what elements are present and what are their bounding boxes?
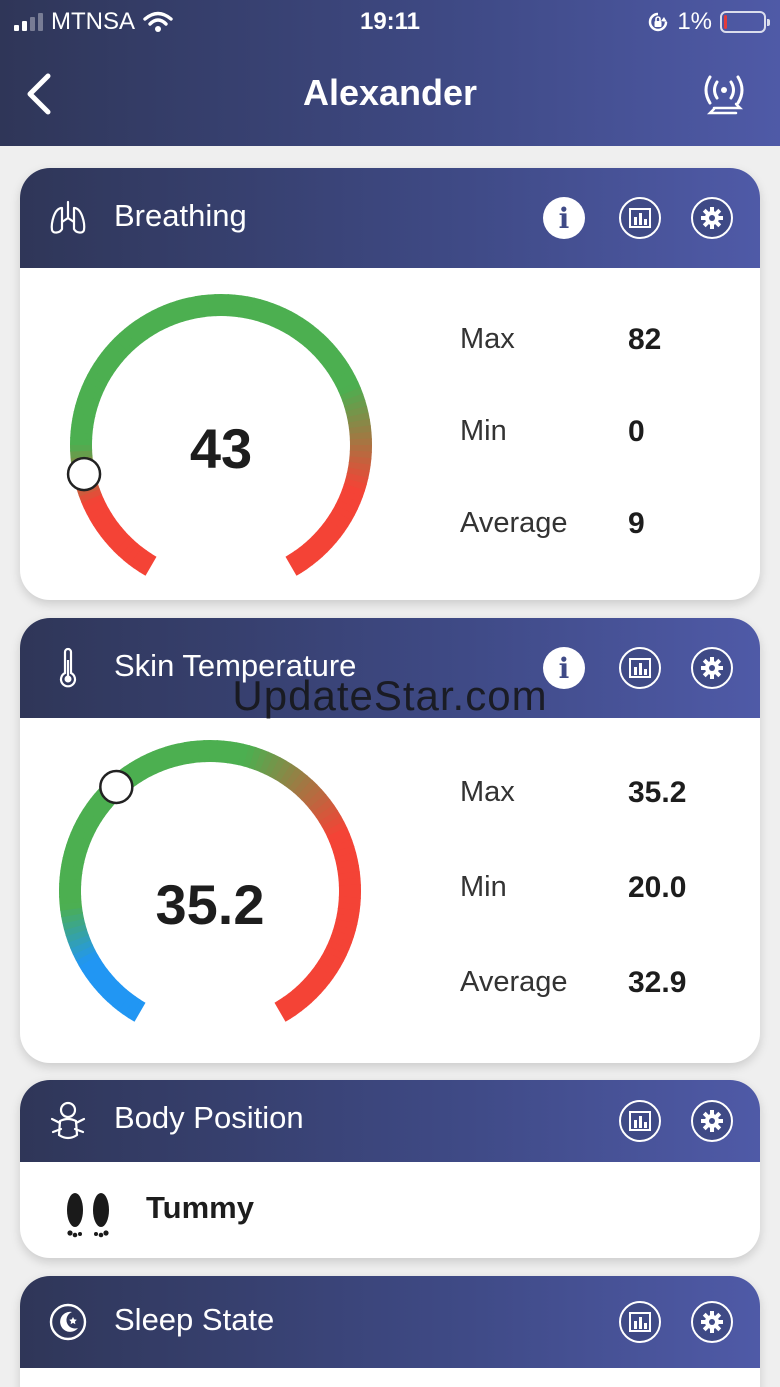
info-icon: i <box>558 201 570 235</box>
settings-button[interactable] <box>691 1100 733 1142</box>
settings-button[interactable] <box>691 1301 733 1343</box>
battery-percent: 1% <box>677 8 712 35</box>
sleep-state-title: Sleep State <box>114 1302 275 1337</box>
chart-button[interactable] <box>619 1100 661 1142</box>
status-right: 1% <box>647 8 770 36</box>
status-time: 19:11 <box>359 8 421 35</box>
chart-button[interactable] <box>619 197 661 239</box>
top-bar: MTNSA 19:11 1% Alexander <box>0 0 780 146</box>
min-label: Min <box>460 871 507 903</box>
orientation-lock-icon <box>649 12 668 32</box>
body-position-title: Body Position <box>114 1100 304 1135</box>
wifi-icon <box>143 11 173 32</box>
breathing-gauge-arc-segment <box>285 553 303 576</box>
page-title: Alexander <box>302 72 478 113</box>
average-label: Average <box>460 507 568 539</box>
carrier-group: MTNSA <box>14 8 173 36</box>
body-position-value: Tummy <box>146 1190 254 1225</box>
settings-button[interactable] <box>691 647 733 689</box>
moon-icon <box>49 1303 87 1341</box>
chart-button[interactable] <box>619 647 661 689</box>
chevron-left-icon[interactable] <box>22 72 56 116</box>
lungs-icon <box>50 200 86 234</box>
settings-button[interactable] <box>691 197 733 239</box>
breathing-header: Breathing i <box>20 168 760 268</box>
info-icon: i <box>558 651 570 685</box>
skin-temperature-title: Skin Temperature <box>114 648 357 683</box>
bar-chart-icon <box>629 1111 651 1131</box>
nav-bar: Alexander <box>0 58 780 128</box>
breathing-title: Breathing <box>114 198 247 233</box>
min-label: Min <box>460 415 507 447</box>
min-value: 20.0 <box>628 871 687 904</box>
sleep-state-card: Sleep State <box>20 1276 760 1387</box>
average-value: 32.9 <box>628 966 687 999</box>
gear-icon <box>701 657 723 679</box>
carrier-name: MTNSA <box>51 8 135 35</box>
info-button[interactable]: i <box>543 647 585 689</box>
bar-chart-icon <box>629 658 651 678</box>
breathing-gauge <box>66 294 372 576</box>
feet-icon <box>67 1193 109 1238</box>
skin-temperature-header: Skin Temperature i <box>20 618 760 718</box>
watermark: UpdateStar.com <box>232 672 548 719</box>
sleep-state-header: Sleep State <box>20 1276 760 1368</box>
bar-chart-icon <box>629 1312 651 1332</box>
status-bar: MTNSA 19:11 1% <box>0 0 780 44</box>
gear-icon <box>701 207 723 229</box>
baby-icon <box>50 1101 86 1140</box>
gear-icon <box>701 1110 723 1132</box>
max-label: Max <box>460 323 515 355</box>
battery-icon <box>720 11 770 33</box>
skin-temperature-gauge-arc-segment <box>274 999 292 1022</box>
average-label: Average <box>460 966 568 998</box>
body-position-header: Body Position <box>20 1080 760 1162</box>
bar-chart-icon <box>629 208 651 228</box>
wireless-sync-icon[interactable] <box>696 72 752 116</box>
average-value: 9 <box>628 507 645 540</box>
signal-icon <box>14 13 43 31</box>
breathing-gauge-knob <box>66 456 102 492</box>
max-value: 82 <box>628 323 662 356</box>
skin-temperature-gauge <box>59 740 361 1022</box>
max-label: Max <box>460 776 515 808</box>
breathing-card: Breathing i 43 Max <box>20 168 760 600</box>
breathing-value: 43 <box>189 417 253 480</box>
skin-temperature-value: 35.2 <box>155 873 265 936</box>
skin-temperature-gauge-knob <box>99 769 134 805</box>
gear-icon <box>701 1311 723 1333</box>
thermometer-icon <box>59 647 77 688</box>
info-button[interactable]: i <box>543 197 585 239</box>
skin-temperature-card: Skin Temperature i 35.2 <box>20 618 760 1063</box>
body-position-card: Body Position <box>20 1080 760 1258</box>
chart-button[interactable] <box>619 1301 661 1343</box>
max-value: 35.2 <box>628 776 687 809</box>
min-value: 0 <box>628 415 645 448</box>
